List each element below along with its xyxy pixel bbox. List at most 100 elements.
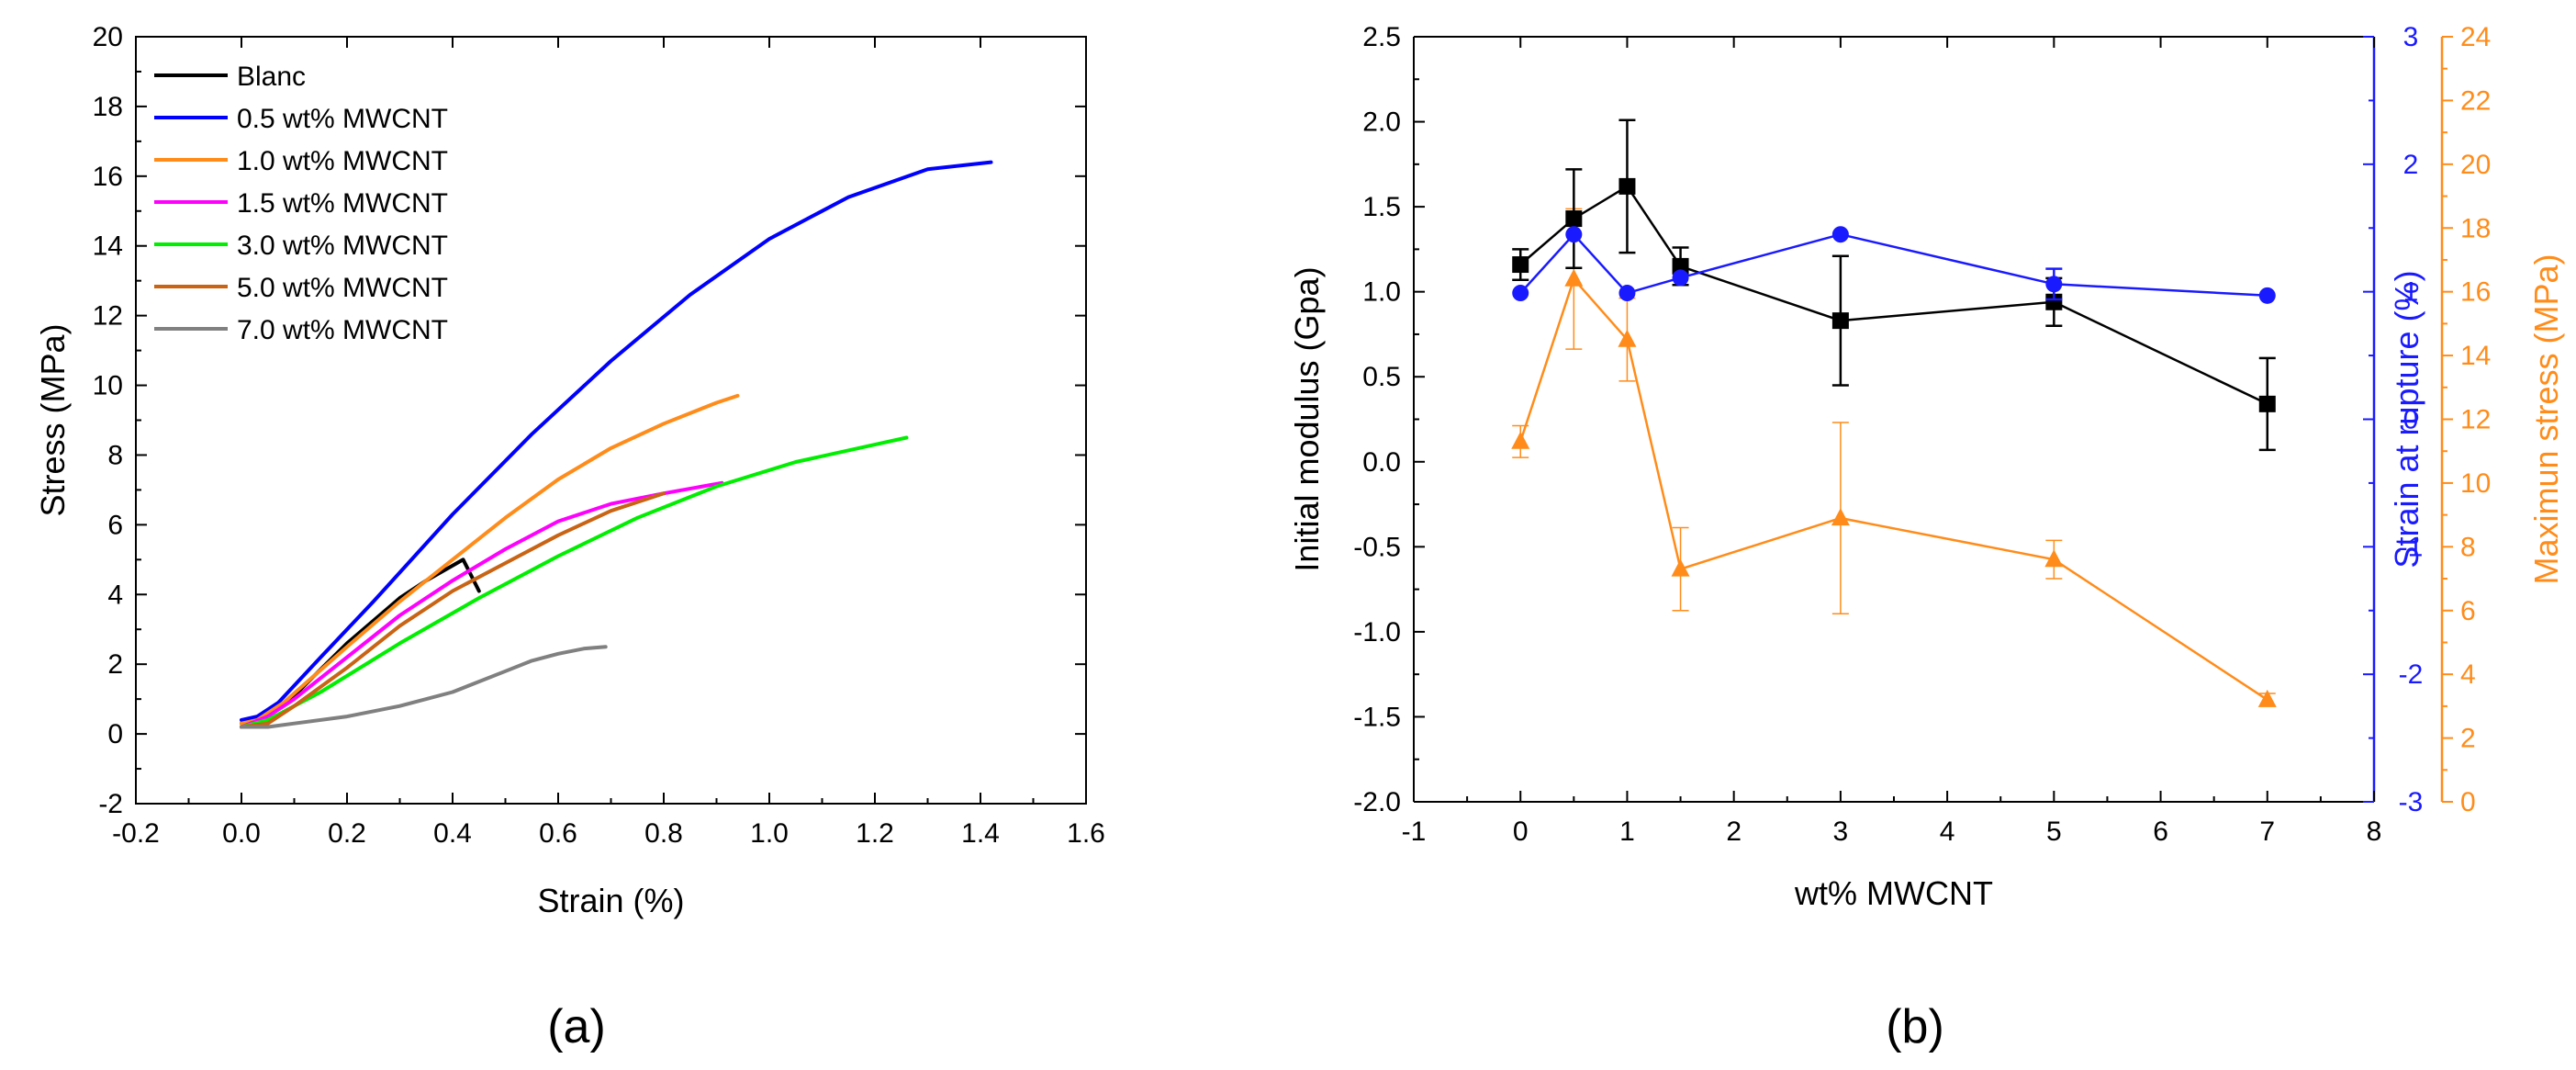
x-tick-label-b: 5 xyxy=(2046,817,2062,847)
y-tick-label-a: 10 xyxy=(93,371,123,401)
marker-strain-at-rupture xyxy=(2258,287,2276,304)
marker-strain-at-rupture xyxy=(2045,276,2063,293)
y-stress-tick-label-b: 16 xyxy=(2460,277,2491,308)
legend-label-1-5-wt-mwcnt: 1.5 wt% MWCNT xyxy=(237,188,448,219)
legend-label-3-0-wt-mwcnt: 3.0 wt% MWCNT xyxy=(237,231,448,261)
y-stress-tick-label-b: 22 xyxy=(2460,85,2491,116)
x-tick-label-a: 0.2 xyxy=(328,818,366,849)
y-strain-axis-title-b: Strain at rupture (%) xyxy=(2388,270,2425,568)
y-strain-tick-label-b: 0 xyxy=(2403,405,2419,435)
x-tick-label-b: 4 xyxy=(1940,817,1955,847)
y-stress-tick-label-b: 8 xyxy=(2460,532,2476,562)
y-left-tick-label-b: -0.5 xyxy=(1353,532,1401,562)
y-strain-tick-label-b: -3 xyxy=(2399,787,2424,817)
marker-maximun-stress xyxy=(2044,549,2064,568)
x-tick-label-a: 0.0 xyxy=(222,818,261,849)
y-tick-label-a: -2 xyxy=(98,789,123,819)
series-line-3-0-wt-mwcnt xyxy=(240,435,909,729)
y-strain-tick-label-b: 2 xyxy=(2403,150,2419,180)
y-left-tick-label-b: 1.0 xyxy=(1362,277,1401,308)
y-left-axis-title-b: Initial modulus (Gpa) xyxy=(1288,266,1326,571)
y-stress-axis-title-b: Maximun stress (MPa) xyxy=(2527,253,2565,584)
marker-strain-at-rupture xyxy=(1831,226,1849,243)
y-tick-label-a: 6 xyxy=(107,510,123,540)
y-strain-tick-label-b: 3 xyxy=(2403,22,2419,52)
y-stress-tick-label-b: 24 xyxy=(2460,22,2491,52)
y-stress-tick-label-b: 0 xyxy=(2460,787,2476,817)
y-left-tick-label-b: -2.0 xyxy=(1353,787,1401,817)
marker-initial-modulus xyxy=(1618,177,1636,195)
x-tick-label-a: 0.4 xyxy=(433,818,472,849)
x-tick-label-a: 0.6 xyxy=(539,818,577,849)
series-line-7-0-wt-mwcnt xyxy=(240,645,608,729)
x-tick-label-a: 1.6 xyxy=(1067,818,1105,849)
panel-a-stress-strain-chart: -0.2 0.0 0.2 0.4 0.6 0.8 1.0 1.2 1.4 1.6 -2 0 2 4 6 8 10… xyxy=(34,22,1105,919)
series-line-1-0-wt-mwcnt xyxy=(240,393,740,726)
legend-label-blanc: Blanc xyxy=(237,62,306,92)
marker-maximun-stress xyxy=(2257,689,2277,707)
marker-initial-modulus xyxy=(1672,257,1689,275)
y-stress-tick-label-b: 2 xyxy=(2460,724,2476,754)
x-axis-title-a: Strain (%) xyxy=(537,882,684,919)
marker-strain-at-rupture xyxy=(1565,226,1583,243)
y-stress-tick-label-b: 4 xyxy=(2460,659,2476,690)
y-tick-label-a: 16 xyxy=(93,162,123,192)
x-tick-label-b: 1 xyxy=(1619,817,1635,847)
y-stress-tick-label-b: 12 xyxy=(2460,405,2491,435)
series-line-1-5-wt-mwcnt xyxy=(240,480,724,729)
y-left-tick-label-b: 2.0 xyxy=(1362,107,1401,138)
marker-maximun-stress xyxy=(1618,329,1637,347)
panel-label-a: (a) xyxy=(547,1000,606,1053)
y-strain-tick-label-b: -1 xyxy=(2399,532,2424,562)
legend-label-5-0-wt-mwcnt: 5.0 wt% MWCNT xyxy=(237,273,448,303)
x-tick-label-a: 1.2 xyxy=(856,818,894,849)
x-tick-label-b: 0 xyxy=(1513,817,1529,847)
x-tick-label-a: -0.2 xyxy=(112,818,160,849)
x-tick-label-b: 3 xyxy=(1833,817,1849,847)
y-left-tick-label-b: 1.5 xyxy=(1362,192,1401,222)
y-tick-label-a: 4 xyxy=(107,580,123,610)
y-left-tick-label-b: 0.5 xyxy=(1362,362,1401,392)
y-tick-label-a: 14 xyxy=(93,231,123,262)
y-stress-tick-label-b: 18 xyxy=(2460,213,2491,243)
x-tick-label-b: 7 xyxy=(2259,817,2275,847)
marker-initial-modulus xyxy=(2045,293,2063,310)
marker-maximun-stress xyxy=(1831,508,1850,526)
y-strain-tick-label-b: 1 xyxy=(2403,277,2419,308)
x-tick-label-a: 1.0 xyxy=(750,818,789,849)
y-axis-title-a: Stress (MPa) xyxy=(34,323,72,516)
series-line-0-5-wt-mwcnt xyxy=(240,160,993,722)
marker-maximun-stress xyxy=(1511,431,1530,449)
x-axis-title-b: wt% MWCNT xyxy=(1794,874,1993,912)
y-tick-label-a: 8 xyxy=(107,440,123,470)
marker-strain-at-rupture xyxy=(1672,269,1689,287)
y-stress-tick-label-b: 14 xyxy=(2460,341,2491,371)
marker-maximun-stress xyxy=(1671,558,1690,577)
x-tick-label-a: 1.4 xyxy=(961,818,1000,849)
y-tick-label-a: 20 xyxy=(93,22,123,52)
x-tick-label-a: 0.8 xyxy=(644,818,683,849)
y-tick-label-a: 18 xyxy=(93,92,123,122)
x-tick-label-b: -1 xyxy=(1402,817,1427,847)
x-tick-label-b: 2 xyxy=(1726,817,1742,847)
legend-label-0-5-wt-mwcnt: 0.5 wt% MWCNT xyxy=(237,104,448,134)
marker-strain-at-rupture xyxy=(1618,285,1636,302)
y-left-tick-label-b: 0.0 xyxy=(1362,447,1401,478)
y-left-tick-label-b: -1.0 xyxy=(1353,617,1401,648)
panel-label-b: (b) xyxy=(1886,1000,1944,1053)
x-tick-label-b: 6 xyxy=(2153,817,2168,847)
marker-strain-at-rupture xyxy=(1512,285,1529,302)
panel-b-properties-chart: -1 0 1 2 3 4 5 6 7 8wt% MWCNT-2.0-1.5-1.0-0.50.00… xyxy=(1288,22,2565,912)
legend-label-1-0-wt-mwcnt: 1.0 wt% MWCNT xyxy=(237,146,448,176)
legend-label-7-0-wt-mwcnt: 7.0 wt% MWCNT xyxy=(237,315,448,345)
series-line-strain-at-rupture xyxy=(1519,232,2268,298)
y-stress-tick-label-b: 20 xyxy=(2460,150,2491,180)
marker-initial-modulus xyxy=(1565,210,1583,228)
x-tick-label-b: 8 xyxy=(2367,817,2382,847)
y-left-tick-label-b: 2.5 xyxy=(1362,22,1401,52)
y-tick-label-a: 0 xyxy=(107,719,123,749)
y-stress-tick-label-b: 10 xyxy=(2460,468,2491,499)
y-stress-tick-label-b: 6 xyxy=(2460,596,2476,626)
y-left-tick-label-b: -1.5 xyxy=(1353,702,1401,732)
